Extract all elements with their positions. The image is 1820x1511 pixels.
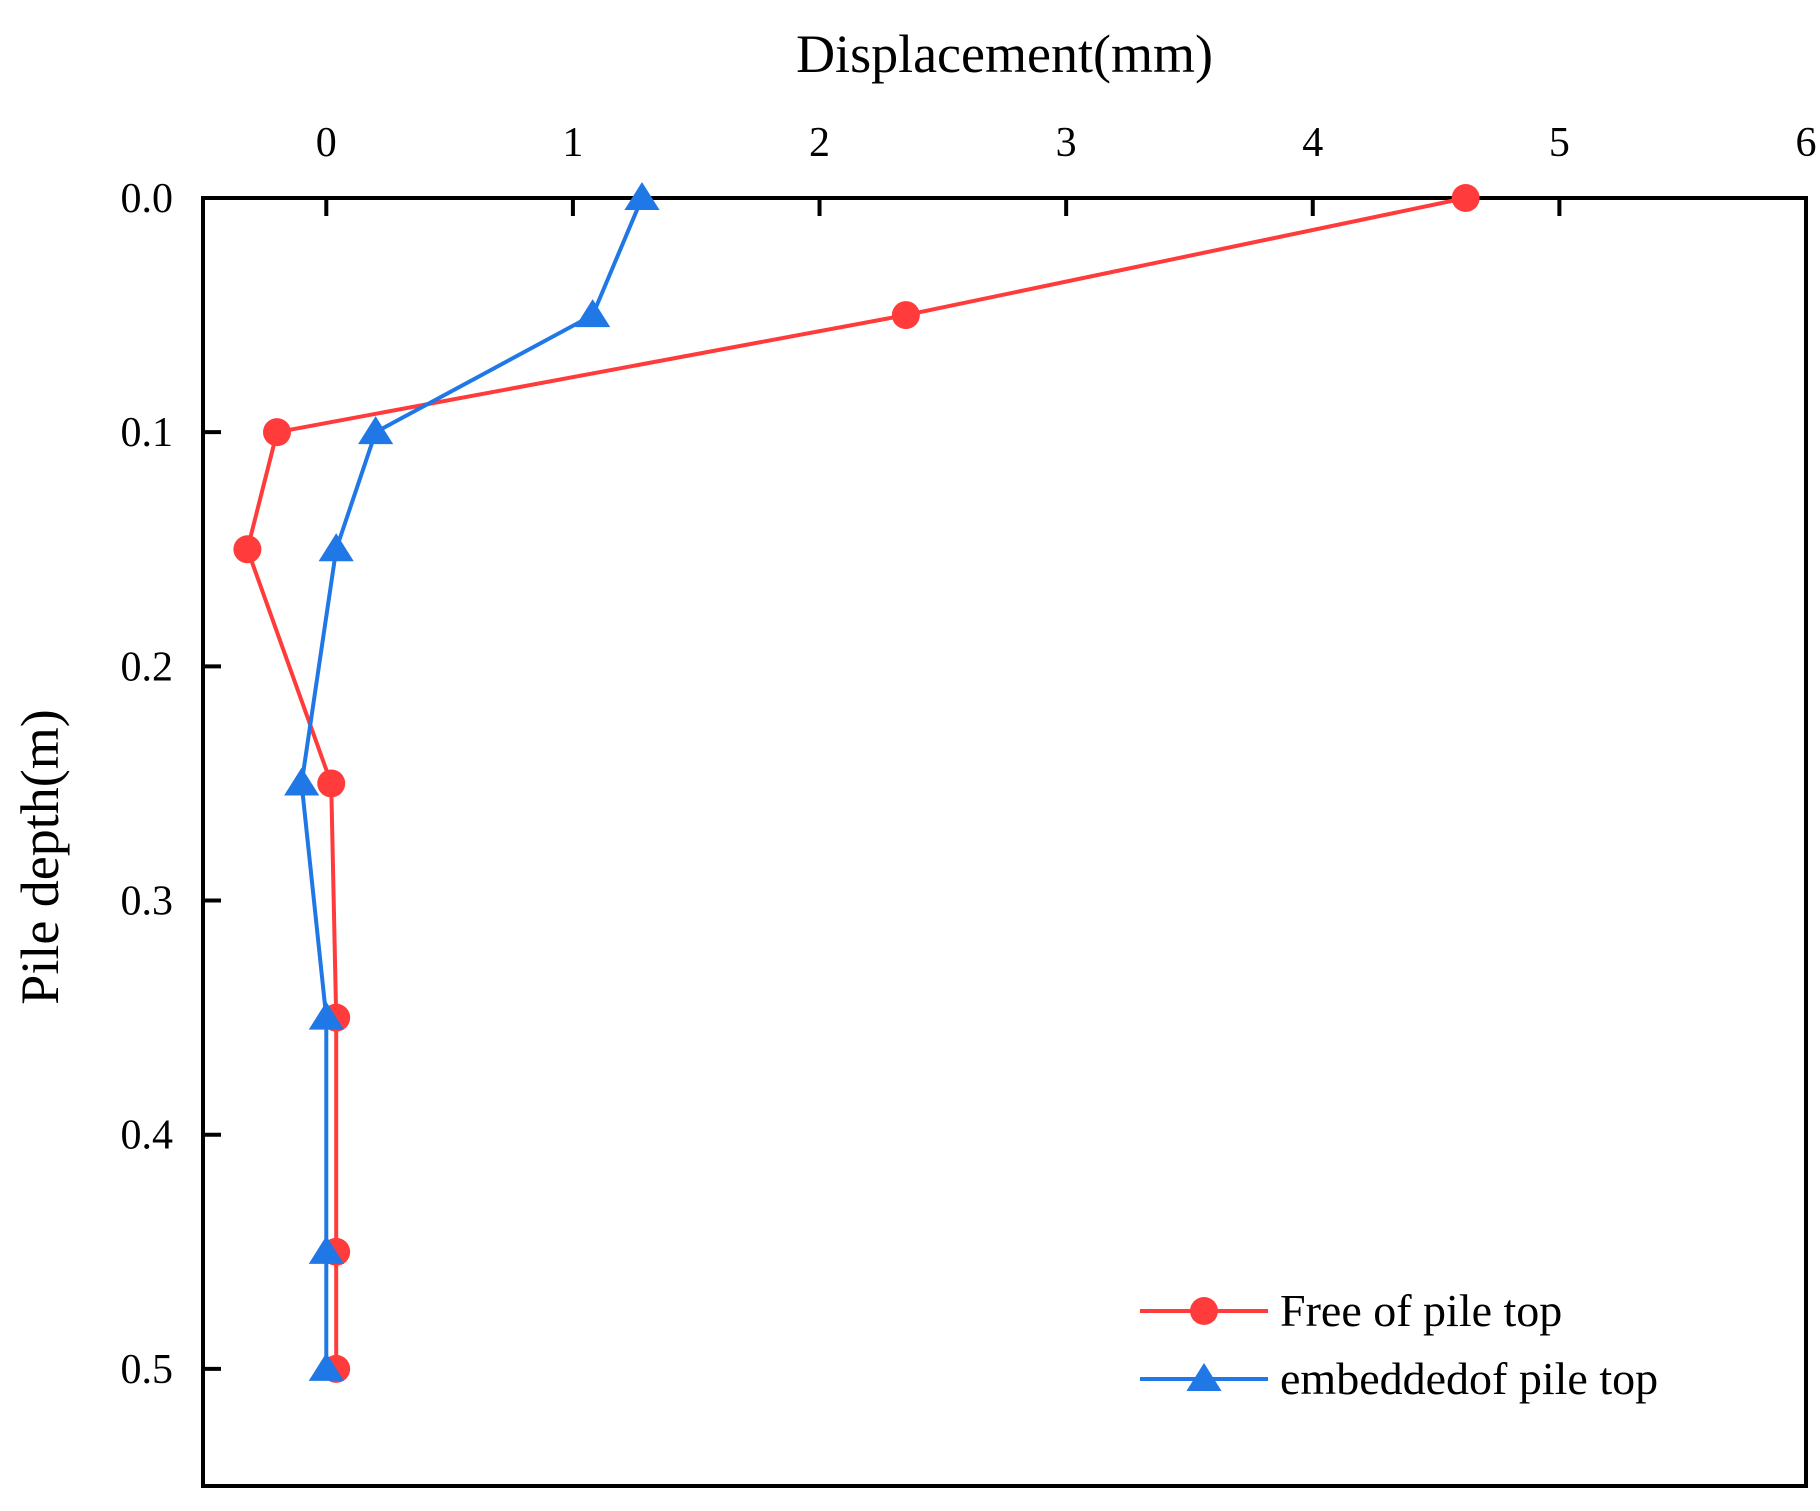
- x-tick-label: 4: [1302, 120, 1323, 166]
- series-2: [284, 182, 660, 1381]
- data-point: [318, 533, 354, 562]
- data-point: [308, 1001, 344, 1030]
- data-point: [284, 767, 320, 796]
- data-point: [308, 1235, 344, 1264]
- y-axis-title: Pile depth(m): [10, 709, 70, 1004]
- series-layer: [233, 182, 1480, 1383]
- data-point: [575, 299, 611, 328]
- legend-label: Free of pile top: [1280, 1285, 1562, 1336]
- legend: Free of pile top embeddedof pile top: [1140, 1285, 1658, 1404]
- legend-label: embeddedof pile top: [1280, 1353, 1658, 1404]
- y-tick-label: 0.0: [121, 176, 174, 222]
- x-tick-label: 5: [1549, 120, 1570, 166]
- x-tick-label: 2: [809, 120, 830, 166]
- x-axis-title: Displacement(mm): [796, 24, 1213, 84]
- y-tick-label: 0.4: [121, 1113, 174, 1159]
- y-tick-label: 0.1: [121, 410, 174, 456]
- plot-frame: [201, 196, 1808, 1488]
- data-point: [891, 301, 920, 330]
- y-tick-label: 0.3: [121, 879, 174, 925]
- axis-ticks: 0 1 2 3 4 5 6 0.0 0.1 0.2 0.3 0.4 0.5: [121, 120, 1817, 1393]
- data-point: [624, 182, 660, 210]
- data-point: [308, 1352, 344, 1381]
- data-point: [358, 416, 394, 445]
- data-point: [262, 418, 291, 447]
- data-point: [1451, 184, 1480, 212]
- legend-marker: [1186, 1363, 1222, 1391]
- series-1: [233, 184, 1480, 1383]
- legend-item: Free of pile top: [1140, 1285, 1562, 1336]
- x-tick-label: 1: [562, 120, 583, 166]
- data-point: [233, 535, 262, 564]
- x-tick-label: 3: [1056, 120, 1077, 166]
- x-tick-label: 6: [1796, 120, 1817, 166]
- data-point: [317, 769, 346, 798]
- x-tick-label: 0: [316, 120, 337, 166]
- legend-marker: [1190, 1297, 1218, 1325]
- y-tick-label: 0.2: [121, 644, 174, 690]
- legend-item: embeddedof pile top: [1140, 1353, 1658, 1404]
- y-tick-label: 0.5: [121, 1347, 174, 1393]
- series-line: [245, 196, 1467, 1369]
- series-line: [299, 197, 644, 1369]
